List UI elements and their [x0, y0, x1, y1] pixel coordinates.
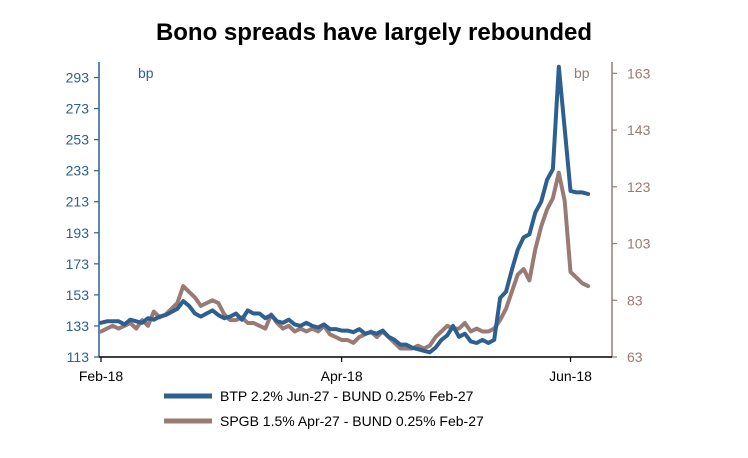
series-line-spgb: [99, 170, 591, 351]
right-axis-ticks: 63 83 103 123 143 163: [612, 65, 651, 365]
right-tick-label: 123: [627, 179, 651, 195]
right-axis-unit-label: bp: [574, 65, 590, 81]
legend-label-spgb: SPGB 1.5% Apr-27 - BUND 0.25% Feb-27: [220, 413, 484, 429]
left-tick-label: 193: [66, 225, 90, 241]
right-tick-label: 143: [627, 122, 651, 138]
left-tick-label: 293: [66, 70, 90, 86]
left-tick-label: 213: [66, 194, 90, 210]
legend-label-btp: BTP 2.2% Jun-27 - BUND 0.25% Feb-27: [220, 388, 474, 404]
left-tick-label: 133: [66, 318, 90, 334]
left-tick-label: 253: [66, 132, 90, 148]
right-tick-label: 63: [627, 349, 643, 365]
left-tick-label: 273: [66, 101, 90, 117]
x-tick-label: Feb-18: [79, 368, 124, 384]
right-tick-label: 83: [627, 292, 643, 308]
chart-title: Bono spreads have largely rebounded: [156, 19, 592, 46]
axes: [98, 62, 613, 358]
series-line-btp: [99, 64, 591, 355]
x-tick-label: Jun-18: [549, 368, 592, 384]
left-axis-ticks: 113 133 153 173 193 213 233 253 273 293: [66, 70, 99, 365]
x-tick-label: Apr-18: [321, 368, 363, 384]
left-tick-label: 233: [66, 163, 90, 179]
legend: BTP 2.2% Jun-27 - BUND 0.25% Feb-27 SPGB…: [164, 388, 484, 429]
series-group: [99, 64, 591, 355]
left-tick-label: 173: [66, 256, 90, 272]
left-axis-unit-label: bp: [138, 65, 154, 81]
x-axis-ticks: Feb-18 Apr-18 Jun-18: [79, 357, 592, 384]
right-tick-label: 103: [627, 236, 651, 252]
right-tick-label: 163: [627, 65, 651, 81]
left-tick-label: 153: [66, 287, 90, 303]
left-tick-label: 113: [67, 349, 90, 365]
